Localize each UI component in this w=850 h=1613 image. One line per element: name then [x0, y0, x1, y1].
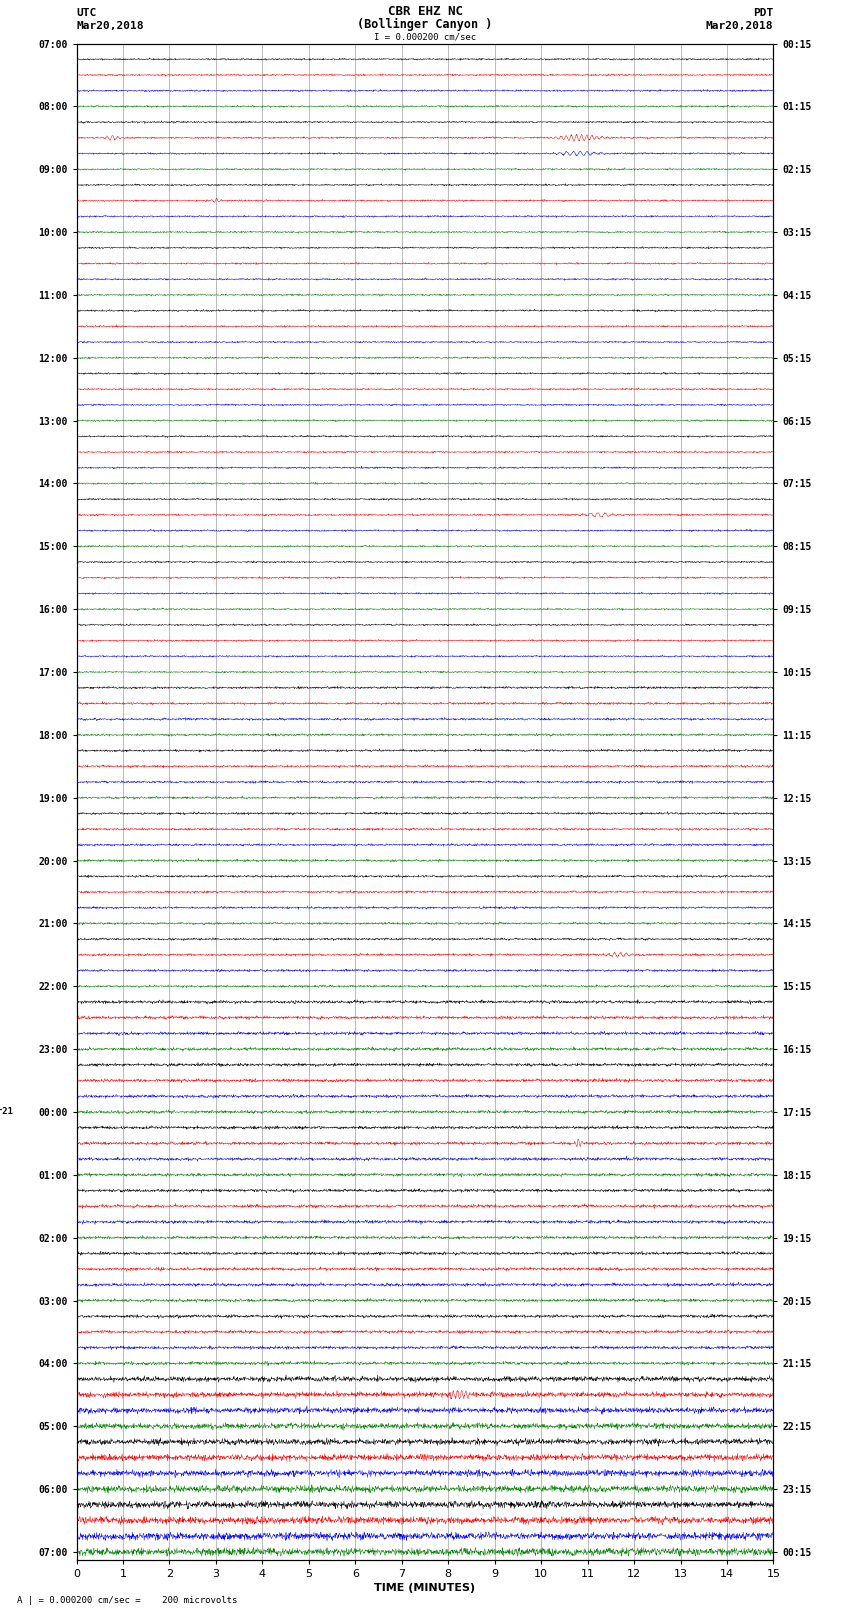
Text: I = 0.000200 cm/sec: I = 0.000200 cm/sec: [374, 32, 476, 42]
Text: Mar20,2018: Mar20,2018: [706, 21, 774, 31]
Text: PDT: PDT: [753, 8, 774, 18]
Text: UTC: UTC: [76, 8, 97, 18]
Text: A | = 0.000200 cm/sec =    200 microvolts: A | = 0.000200 cm/sec = 200 microvolts: [17, 1595, 237, 1605]
X-axis label: TIME (MINUTES): TIME (MINUTES): [375, 1582, 475, 1594]
Text: (Bollinger Canyon ): (Bollinger Canyon ): [357, 18, 493, 31]
Text: Mar20,2018: Mar20,2018: [76, 21, 144, 31]
Text: Mar21: Mar21: [0, 1108, 14, 1116]
Text: CBR EHZ NC: CBR EHZ NC: [388, 5, 462, 18]
